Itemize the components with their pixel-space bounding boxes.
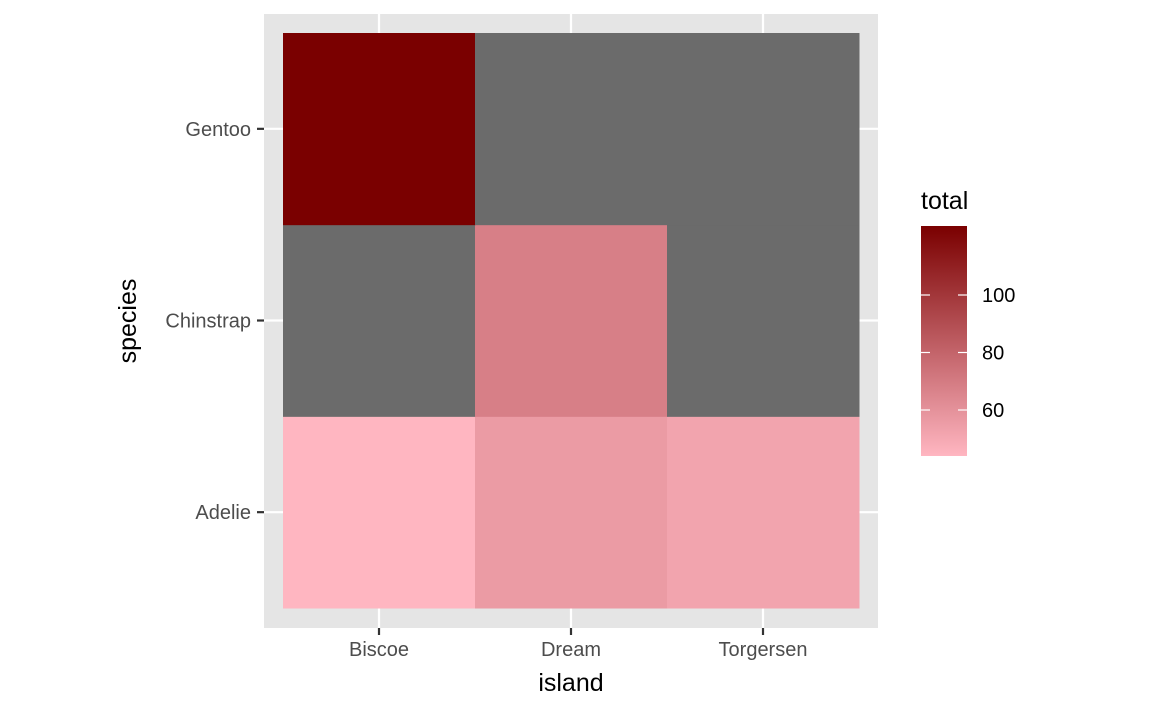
legend-colorbar (921, 226, 967, 456)
y-axis: Adelie Chinstrap Gentoo (165, 119, 264, 524)
tile-gentoo-torgersen (667, 33, 860, 226)
heatmap-tiles (283, 33, 860, 609)
x-tick-label-biscoe: Biscoe (349, 639, 409, 661)
legend-label-60: 60 (982, 400, 1004, 422)
tile-chinstrap-torgersen (667, 224, 860, 417)
y-tick-label-gentoo: Gentoo (185, 119, 251, 141)
tile-chinstrap-biscoe (283, 224, 476, 417)
y-tick-label-adelie: Adelie (195, 502, 251, 524)
x-axis: Biscoe Dream Torgersen (349, 628, 807, 661)
legend-title: total (921, 187, 968, 215)
tile-adelie-dream (475, 416, 668, 609)
tile-gentoo-dream (475, 33, 668, 226)
y-axis-title: species (114, 279, 142, 364)
tile-gentoo-biscoe (283, 33, 476, 226)
tile-adelie-torgersen (667, 416, 860, 609)
x-axis-title: island (538, 669, 603, 697)
y-tick-label-chinstrap: Chinstrap (165, 311, 251, 333)
legend-label-100: 100 (982, 285, 1015, 307)
legend-label-80: 80 (982, 343, 1004, 365)
tile-adelie-biscoe (283, 416, 476, 609)
x-tick-label-torgersen: Torgersen (719, 639, 808, 661)
tile-chinstrap-dream (475, 224, 668, 417)
legend-ticks: 60 80 100 (921, 285, 1015, 422)
x-tick-label-dream: Dream (541, 639, 601, 661)
